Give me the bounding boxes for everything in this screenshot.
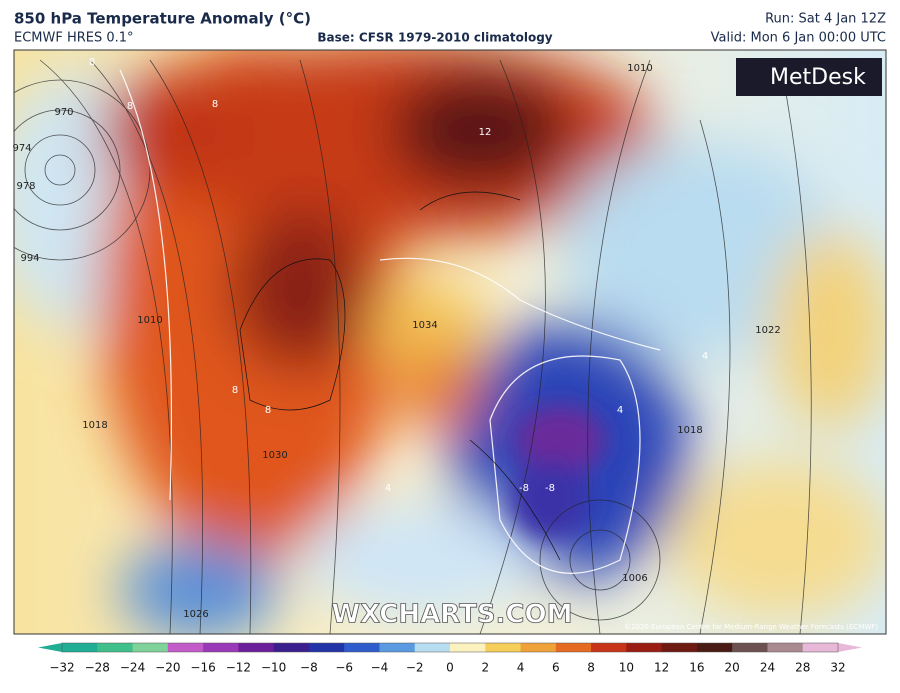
colorbar-tick-label: −24 — [120, 661, 145, 675]
colorbar-tick-label: −16 — [190, 661, 215, 675]
contour-label: 8 — [265, 405, 271, 416]
colorbar-tick-label: 16 — [689, 661, 704, 675]
colorbar-segment — [238, 643, 275, 652]
colorbar-segment — [767, 643, 804, 652]
colorbar-tick-label: −10 — [261, 661, 286, 675]
copyright: ©2020 European Centre for Medium-Range W… — [624, 623, 878, 631]
colorbar-frame — [61, 642, 839, 653]
colorbar-tick-label: 0 — [446, 661, 454, 675]
colorbar-tick-label: 32 — [830, 661, 845, 675]
colorbar-segment — [62, 643, 98, 652]
map-frame — [13, 49, 887, 635]
contour-label: 12 — [479, 127, 492, 138]
base: Base: CFSR 1979-2010 climatology — [317, 31, 552, 45]
colorbar-segment — [97, 643, 134, 652]
colorbar-segment — [591, 643, 627, 652]
colorbar-tick-label: 4 — [517, 661, 525, 675]
colorbar-segment — [555, 643, 592, 652]
contour-label: 8 — [127, 101, 133, 112]
logo: MetDesk — [770, 65, 866, 90]
contour-label: 8 — [89, 57, 95, 68]
contour-label: 1022 — [755, 325, 780, 336]
title: 850 hPa Temperature Anomaly (°C) — [14, 10, 311, 28]
colorbar-tick-label: 20 — [725, 661, 740, 675]
colorbar-tick-label: −12 — [226, 661, 251, 675]
colorbar-segment — [203, 643, 239, 652]
contour-label: 8 — [212, 99, 218, 110]
colorbar-segment — [696, 643, 733, 652]
colorbar-tick-label: −4 — [371, 661, 389, 675]
contour-label: 1006 — [622, 573, 647, 584]
colorbar-segment — [626, 643, 663, 652]
colorbar-segment — [308, 643, 345, 652]
contour-label: 974 — [12, 143, 31, 154]
colorbar-end — [838, 643, 862, 652]
map — [14, 50, 886, 634]
colorbar-segment — [344, 643, 380, 652]
colorbar-segment — [485, 643, 522, 652]
colorbar-tick-label: 10 — [619, 661, 634, 675]
colorbar-segment — [273, 643, 310, 652]
colorbar-tick-label: −6 — [335, 661, 353, 675]
contour-label: 1034 — [412, 320, 437, 331]
colorbar-segment — [379, 643, 416, 652]
contour-label: 1010 — [627, 63, 652, 74]
colorbar-tick-label: 6 — [552, 661, 560, 675]
contour-label: 1018 — [82, 420, 107, 431]
colorbar-tick-label: −8 — [300, 661, 318, 675]
colorbar-tick-label: −32 — [49, 661, 74, 675]
colorbar-tick-label: 24 — [760, 661, 775, 675]
contour-label: 1030 — [262, 450, 287, 461]
watermark: WXCHARTS.COM — [331, 600, 572, 630]
contour-label: 1018 — [677, 425, 702, 436]
colorbar-segment — [132, 643, 169, 652]
colorbar-segment — [661, 643, 698, 652]
colorbar-tick-label: 2 — [481, 661, 489, 675]
model: ECMWF HRES 0.1° — [14, 31, 134, 46]
contour-label: -8 — [519, 483, 529, 494]
contour-label: 4 — [617, 405, 623, 416]
colorbar-tick-label: 8 — [587, 661, 595, 675]
colorbar-segment — [414, 643, 451, 652]
logo-box — [736, 58, 882, 96]
run: Run: Sat 4 Jan 12Z — [765, 12, 886, 27]
colorbar-tick-label: −20 — [155, 661, 180, 675]
colorbar-tick-label: −28 — [85, 661, 110, 675]
colorbar-segment — [450, 643, 486, 652]
contour-label: -8 — [545, 483, 555, 494]
contour-label: 970 — [54, 107, 73, 118]
colorbar-segment — [802, 643, 839, 652]
contour-label: 4 — [385, 483, 391, 494]
contour-label: 8 — [232, 385, 238, 396]
contour-label: 4 — [702, 351, 708, 362]
contour-label: 1026 — [183, 609, 208, 620]
valid: Valid: Mon 6 Jan 00:00 UTC — [711, 31, 886, 46]
colorbar-end — [38, 643, 62, 652]
colorbar-segment — [167, 643, 204, 652]
contour-label: 978 — [16, 181, 35, 192]
colorbar-tick-label: −2 — [406, 661, 424, 675]
colorbar-tick-label: 28 — [795, 661, 810, 675]
colorbar-segment — [520, 643, 557, 652]
contour-label: 1010 — [137, 315, 162, 326]
colorbar-tick-label: 12 — [654, 661, 669, 675]
colorbar-segment — [732, 643, 768, 652]
contour-label: 994 — [20, 253, 39, 264]
